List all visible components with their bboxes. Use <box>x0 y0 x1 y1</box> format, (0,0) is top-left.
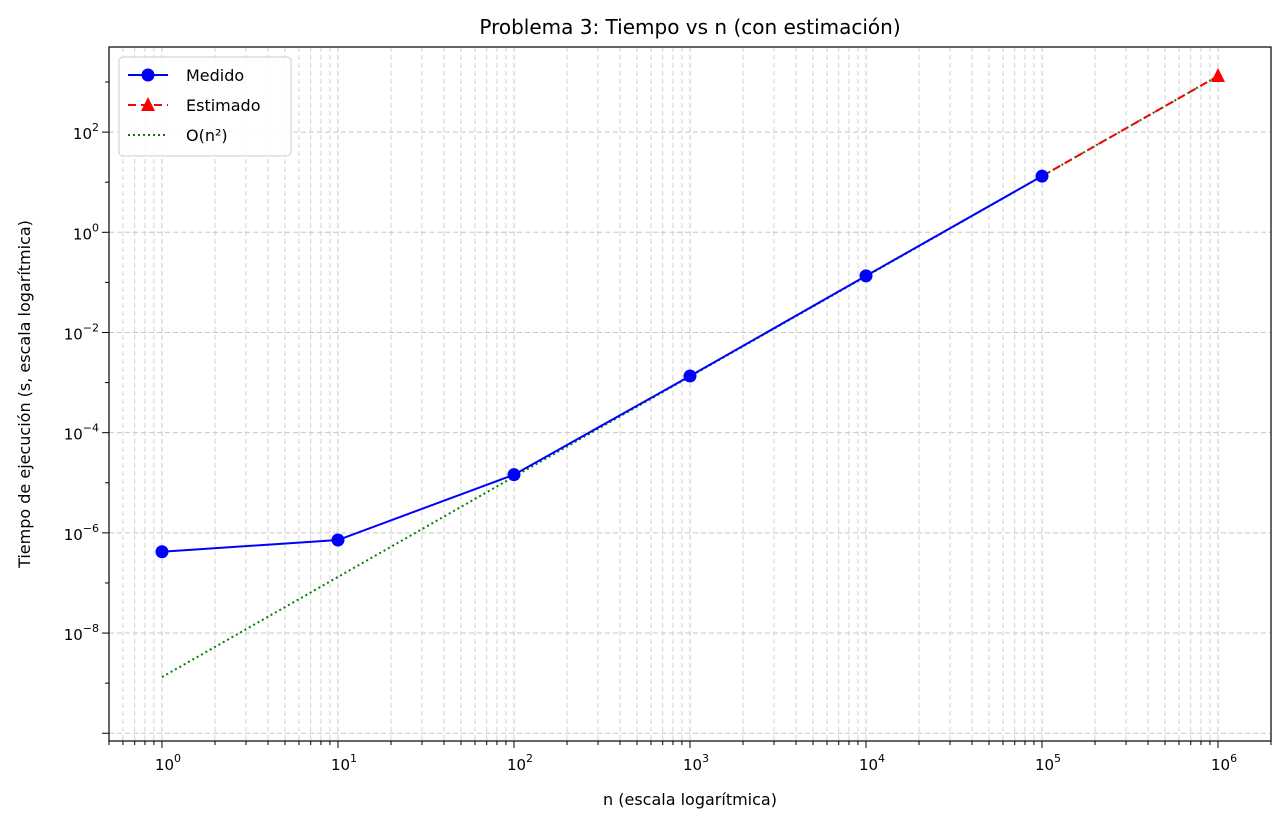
x-tick-label: 106 <box>1211 752 1237 774</box>
y-tick-label: 102 <box>73 121 99 143</box>
data-point <box>507 468 521 482</box>
legend-marker <box>141 68 155 82</box>
series-line <box>161 175 1043 553</box>
legend-frame <box>118 56 292 157</box>
x-tick-label: 105 <box>1035 752 1061 774</box>
y-tick-label: 10−8 <box>64 622 99 644</box>
data-point <box>155 545 169 559</box>
y-tick-label: 100 <box>73 221 99 243</box>
data-point <box>331 533 345 547</box>
x-tick-label: 100 <box>155 752 181 774</box>
legend-label: Estimado <box>186 96 261 115</box>
x-tick-label: 101 <box>331 752 357 774</box>
legend: Medido Estimado O(n²) <box>118 56 292 157</box>
data-point <box>683 369 697 383</box>
series-line <box>1041 75 1219 178</box>
legend-label: Medido <box>186 66 244 85</box>
data-point <box>1035 169 1049 183</box>
data-point <box>1211 67 1226 82</box>
y-tick-label: 10−2 <box>64 321 99 343</box>
y-tick-label: 10−6 <box>64 522 99 544</box>
y-tick-label: 10−4 <box>64 422 99 444</box>
x-tick-label: 104 <box>859 752 885 774</box>
x-tick-label: 102 <box>507 752 533 774</box>
x-tick-label: 103 <box>683 752 709 774</box>
x-axis-label: n (escala logarítmica) <box>603 790 777 809</box>
data-point <box>859 269 873 283</box>
legend-label: O(n²) <box>186 126 228 145</box>
legend-marker <box>141 97 155 111</box>
plot-area <box>155 67 1226 678</box>
chart-title: Problema 3: Tiempo vs n (con estimación) <box>479 15 900 39</box>
axis-ticks: 100 101 102 103 104 105 106 10−8 10−6 10−4 10−2 100… <box>64 81 1272 774</box>
y-axis-label: Tiempo de ejecución (s, escala logarítmi… <box>15 220 34 569</box>
